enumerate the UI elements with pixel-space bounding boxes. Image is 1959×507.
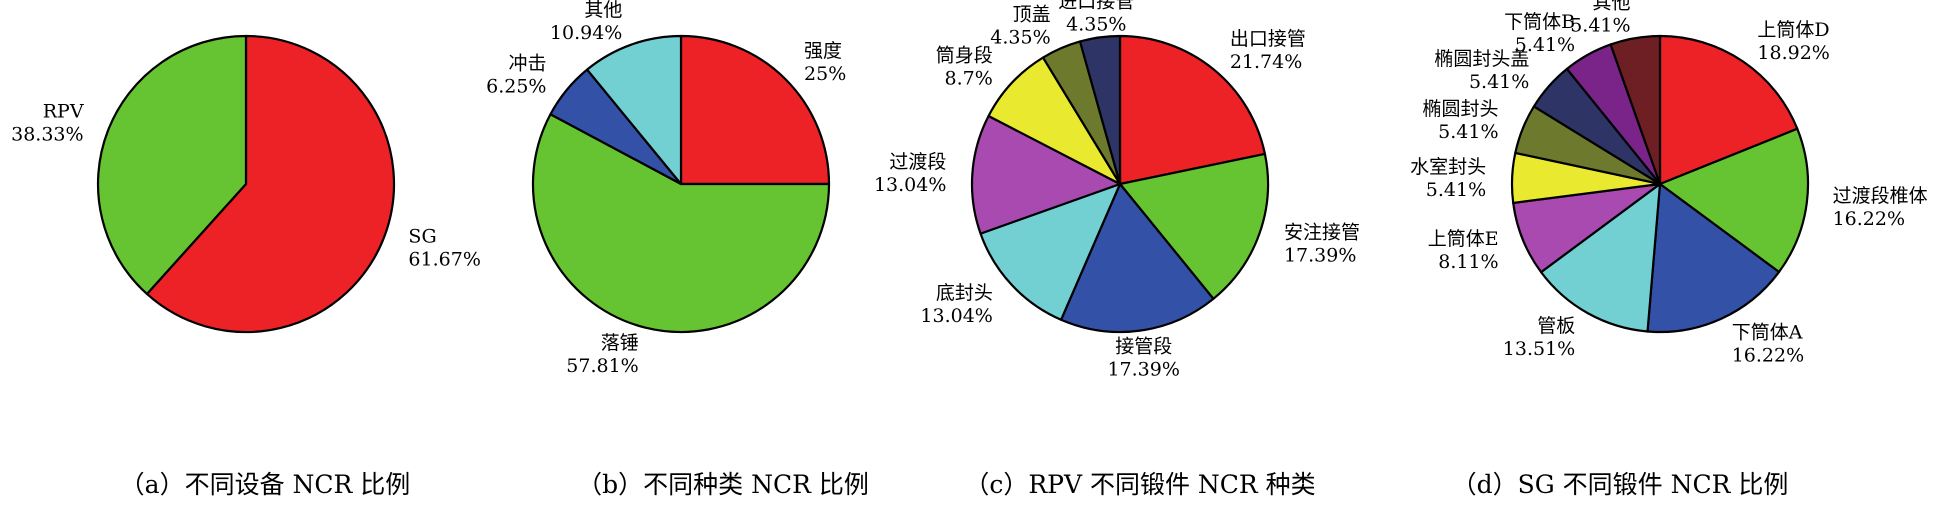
slice-percent-label: 8.7% — [945, 67, 993, 89]
slice-percent-label: 61.67% — [408, 248, 480, 270]
slice-percent-label: 4.35% — [1066, 14, 1126, 36]
slice-percent-label: 38.33% — [11, 124, 83, 146]
slice-name-label: 其他 — [1593, 0, 1631, 14]
pie-slice-4-4 — [1539, 182, 1662, 333]
pie-slice-4-2 — [1658, 127, 1810, 274]
slice-name-label: 出口接管 — [1230, 28, 1306, 50]
slice-percent-label: 10.94% — [550, 22, 622, 44]
slice-name-label: 安注接管 — [1284, 221, 1360, 243]
pie-slice-3-1 — [1118, 34, 1267, 186]
slice-percent-label: 13.51% — [1503, 338, 1575, 360]
slice-name-label: SG — [408, 225, 436, 247]
pie-slice-2-4 — [585, 34, 683, 186]
pie-slice-3-8 — [1078, 34, 1122, 186]
pie-slice-3-4 — [979, 182, 1122, 321]
slice-name-label: 过渡段椎体 — [1833, 185, 1928, 207]
slice-percent-label: 5.41% — [1426, 179, 1486, 201]
slice-percent-label: 57.81% — [566, 355, 638, 377]
slice-percent-label: 6.25% — [486, 76, 546, 98]
chart-caption: （b）不同种类 NCR 比例 — [577, 470, 869, 499]
slice-percent-label: 16.22% — [1833, 208, 1905, 230]
slice-percent-label: 18.92% — [1757, 42, 1829, 64]
slice-name-label: 强度 — [804, 40, 842, 62]
pie-slice-1-2 — [96, 34, 248, 296]
slice-percent-label: 17.39% — [1107, 358, 1179, 380]
slice-percent-label: 5.41% — [1570, 15, 1630, 37]
slice-percent-label: 21.74% — [1230, 51, 1302, 73]
chart-caption: （d）SG 不同锻件 NCR 比例 — [1452, 470, 1789, 499]
slice-name-label: 上筒体E — [1428, 228, 1499, 250]
slice-name-label: 接管段 — [1115, 335, 1172, 357]
chart-caption: （a）不同设备 NCR 比例 — [120, 470, 411, 499]
slice-name-label: 过渡段 — [889, 151, 946, 173]
slice-name-label: 其他 — [584, 0, 622, 21]
pie-slice-1-1 — [145, 34, 396, 334]
slice-percent-label: 13.04% — [874, 174, 946, 196]
slice-percent-label: 13.04% — [920, 305, 992, 327]
pie-chart-3: 出口接管21.74%安注接管17.39%接管段17.39%底封头13.04%过渡… — [874, 0, 1360, 499]
slice-name-label: 冲击 — [508, 53, 546, 75]
pie-slice-4-10 — [1609, 34, 1662, 186]
slice-name-label: 下筒体A — [1732, 322, 1803, 344]
chart-caption: （c）RPV 不同锻件 NCR 种类 — [964, 470, 1315, 499]
slice-percent-label: 4.35% — [990, 26, 1050, 48]
slice-name-label: 下筒体B — [1504, 11, 1575, 33]
slice-percent-label: 8.11% — [1438, 251, 1498, 273]
slice-percent-label: 5.41% — [1438, 121, 1498, 143]
slice-name-label: 顶盖 — [1013, 3, 1051, 25]
slice-percent-label: 25% — [804, 63, 846, 85]
slice-percent-label: 5.41% — [1515, 34, 1575, 56]
slice-percent-label: 16.22% — [1732, 345, 1804, 367]
slice-name-label: 椭圆封头盖 — [1434, 48, 1529, 70]
slice-name-label: RPV — [43, 101, 84, 123]
pie-slice-2-2 — [531, 113, 831, 334]
slice-name-label: 落锤 — [601, 332, 639, 354]
pie-slice-3-2 — [1118, 152, 1270, 300]
pie-slice-3-5 — [970, 114, 1122, 235]
slice-name-label: 椭圆封头 — [1422, 98, 1498, 120]
pie-slice-4-1 — [1658, 34, 1799, 186]
pie-slice-4-3 — [1646, 182, 1781, 334]
slice-name-label: 管板 — [1537, 315, 1575, 337]
pie-slice-2-1 — [679, 34, 831, 186]
slice-name-label: 上筒体D — [1757, 19, 1829, 41]
slice-name-label: 水室封头 — [1410, 156, 1486, 178]
slice-percent-label: 5.41% — [1469, 71, 1529, 93]
slice-name-label: 筒身段 — [936, 44, 993, 66]
slice-name-label: 底封头 — [936, 282, 993, 304]
pie-slice-3-3 — [1059, 182, 1215, 334]
slice-name-label: 进口接管 — [1058, 0, 1134, 13]
pie-chart-4: 上筒体D18.92%过渡段椎体16.22%下筒体A16.22%管板13.51%上… — [1410, 0, 1927, 499]
slice-percent-label: 17.39% — [1284, 244, 1356, 266]
